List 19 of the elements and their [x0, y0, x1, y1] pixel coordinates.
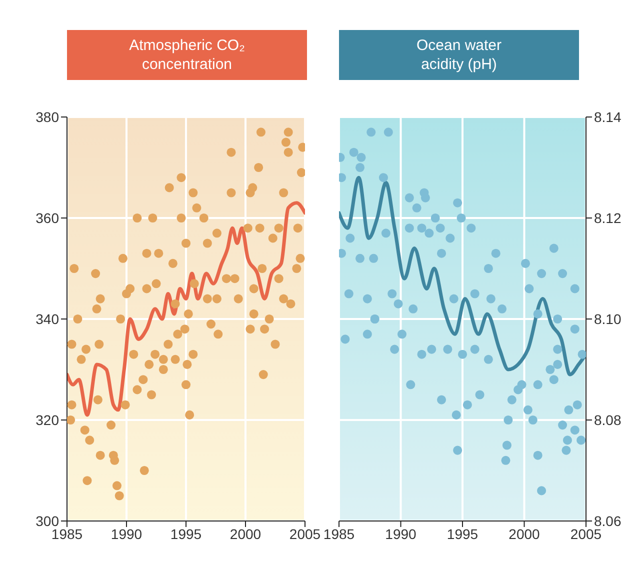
chart-title: Ocean water acidity (pH): [415, 36, 503, 74]
x-tick-label: 1990: [110, 526, 142, 542]
y-tick-label: 340: [36, 310, 60, 327]
y-tick-label: 380: [36, 108, 60, 125]
x-tick-label: 2005: [289, 526, 321, 542]
x-tick-label: 1985: [323, 526, 355, 542]
y-tick-label: 8.10: [594, 310, 622, 327]
x-tick-label: 1995: [446, 526, 478, 542]
x-tick-label: 2000: [230, 526, 262, 542]
chart-title: Atmospheric CO₂ concentration: [128, 36, 246, 74]
y-tick-label: 360: [36, 210, 60, 226]
x-tick-label: 1995: [170, 526, 202, 542]
y-tick-label: 320: [36, 412, 60, 428]
y-tick-label: 8.14: [594, 108, 622, 125]
y-tick-label: 8.12: [594, 210, 622, 226]
x-tick-label: 1990: [385, 526, 417, 542]
x-tick-label: 2000: [508, 526, 540, 542]
line-series: [67, 201, 305, 417]
y-tick-label: 8.08: [594, 412, 622, 428]
